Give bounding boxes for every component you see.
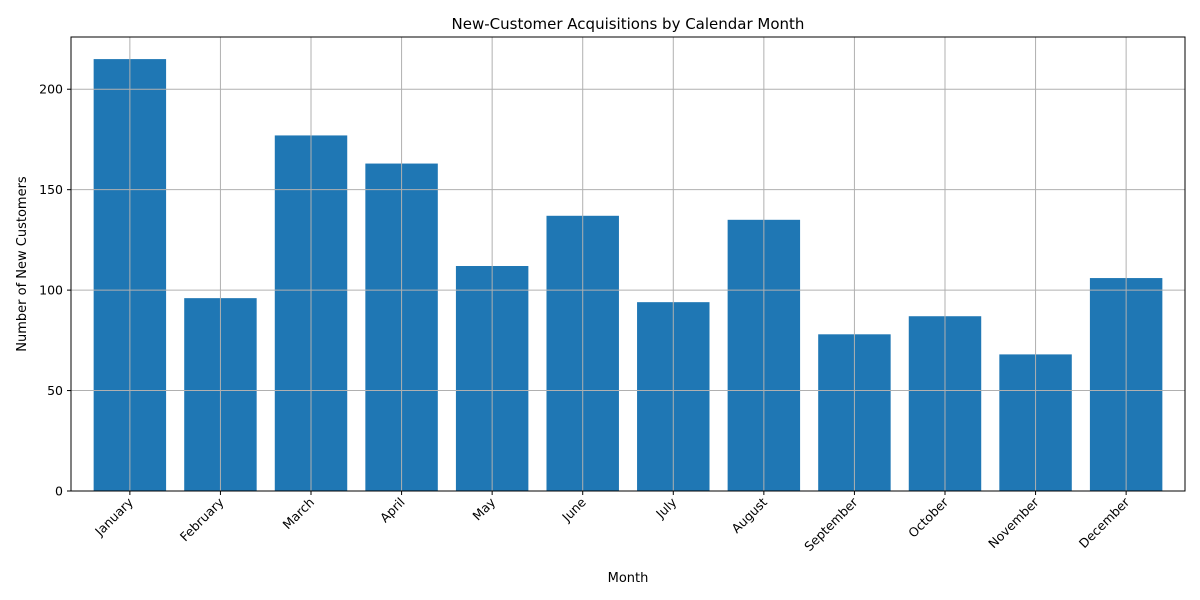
- y-tick-label: 50: [47, 383, 63, 398]
- x-tick-label: October: [905, 494, 952, 541]
- x-tick-label: April: [377, 495, 408, 526]
- x-axis: January February March April May June July Augu…: [91, 491, 1133, 554]
- x-tick-label: May: [469, 494, 498, 523]
- x-tick-label: June: [558, 494, 589, 525]
- plot-frame: [70, 36, 1186, 492]
- x-tick-label: February: [177, 494, 227, 544]
- x-axis-label: Month: [608, 571, 649, 586]
- x-tick-label: August: [728, 494, 770, 536]
- y-axis-label: Number of New Customers: [15, 176, 30, 352]
- bars: [93, 59, 1163, 492]
- y-tick-label: 200: [39, 82, 63, 97]
- x-tick-label: November: [985, 494, 1042, 551]
- x-tick-label: December: [1076, 494, 1133, 551]
- x-tick-label: July: [652, 494, 680, 522]
- x-tick-label: September: [801, 494, 861, 554]
- y-tick-label: 0: [55, 484, 63, 499]
- y-tick-label: 100: [39, 283, 63, 298]
- x-tick-label: January: [91, 494, 136, 539]
- chart-title: New-Customer Acquisitions by Calendar Mo…: [452, 15, 805, 33]
- y-axis: 0 50 100 150 200: [39, 82, 71, 499]
- x-tick-label: March: [280, 495, 318, 533]
- y-tick-label: 150: [39, 182, 63, 197]
